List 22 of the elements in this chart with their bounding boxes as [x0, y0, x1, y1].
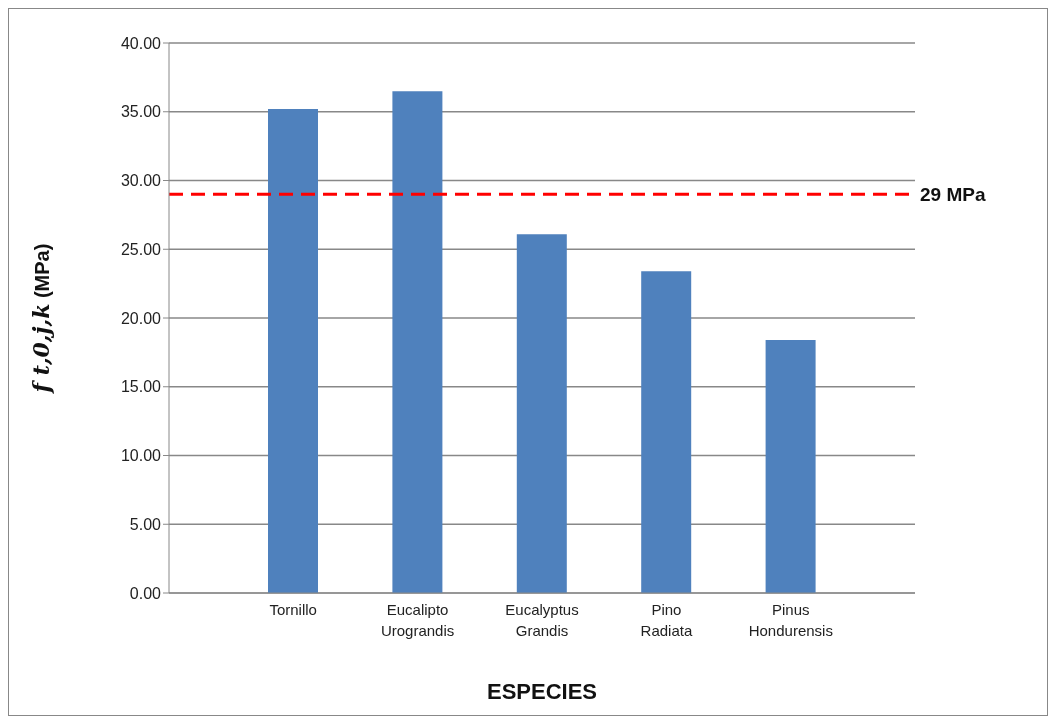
x-tick-label: Eucalipto Urograndis — [380, 601, 455, 639]
bar — [516, 234, 567, 593]
bar — [268, 109, 318, 593]
y-tick-label: 30.00 — [120, 172, 162, 190]
y-tick-label: 40.00 — [120, 34, 162, 52]
y-tick-label: 25.00 — [120, 240, 162, 258]
bar — [392, 91, 443, 593]
y-tick-label: 35.00 — [120, 103, 162, 121]
x-axis-title: ESPECIES — [486, 679, 598, 704]
x-tick-label: Tornillo — [269, 601, 317, 618]
x-tick-label: Pino Radiata — [640, 601, 693, 639]
y-tick-label: 20.00 — [120, 309, 162, 327]
bar — [641, 271, 692, 593]
y-tick-label: 5.00 — [129, 515, 162, 533]
y-tick-label: 0.00 — [129, 584, 162, 602]
bar — [765, 340, 816, 593]
x-tick-label: Pinus Hondurensis — [748, 601, 833, 639]
y-tick-label: 10.00 — [120, 447, 162, 465]
y-tick-label: 15.00 — [120, 378, 162, 396]
x-tick-label: Eucalyptus Grandis — [505, 601, 579, 639]
y-axis-title: f t,0,j,k (MPa) — [28, 243, 54, 395]
ref-line-label: 29 MPa — [920, 183, 986, 205]
